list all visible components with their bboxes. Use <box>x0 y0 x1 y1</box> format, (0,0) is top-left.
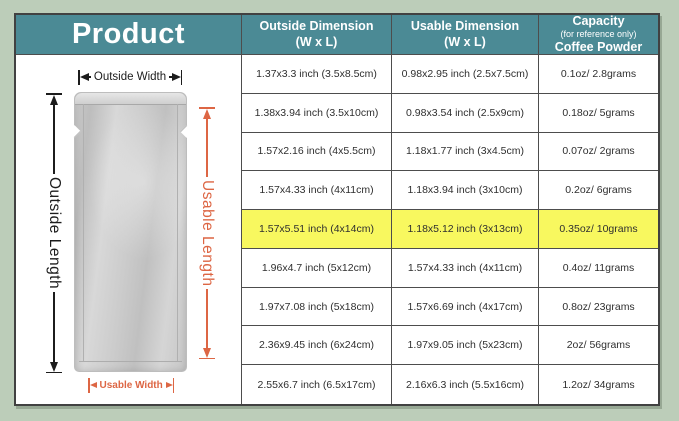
cell-capacity: 0.8oz/ 23grams <box>539 287 658 327</box>
cell-outside-dimension: 1.38x3.94 inch (3.5x10cm) <box>242 93 392 133</box>
header-line: Outside Dimension <box>259 19 374 34</box>
cell-usable-dimension: 1.18x5.12 inch (3x13cm) <box>392 210 539 249</box>
tear-notch <box>68 125 81 138</box>
bag-bottom-seal <box>79 361 182 362</box>
usable-length-dimension: Usable Length <box>194 107 220 359</box>
dimension-endbar <box>88 377 90 393</box>
cell-outside-dimension: 2.55x6.7 inch (6.5x17cm) <box>242 365 392 404</box>
dimension-table: Outside Dimension (W x L) Usable Dimensi… <box>242 13 658 404</box>
table-header-usable-dimension: Usable Dimension (W x L) <box>392 15 539 55</box>
usable-length-label: Usable Length <box>199 179 216 287</box>
product-bag-image <box>68 92 193 372</box>
cell-capacity: 0.35oz/ 10grams <box>539 210 658 249</box>
arrow-left-icon <box>79 73 89 81</box>
cell-usable-dimension: 1.97x9.05 inch (5x23cm) <box>392 326 539 366</box>
tear-notch <box>180 125 193 138</box>
dimension-line <box>53 292 55 362</box>
dimension-line <box>169 76 172 78</box>
product-title: Product <box>16 15 241 55</box>
cell-capacity: 0.2oz/ 6grams <box>539 171 658 211</box>
dimension-line <box>88 76 91 78</box>
cell-usable-dimension: 1.57x6.69 inch (4x17cm) <box>392 287 539 327</box>
arrow-down-icon <box>50 361 58 372</box>
dimension-endbar <box>46 93 62 95</box>
cell-outside-dimension: 1.96x4.7 inch (5x12cm) <box>242 248 392 288</box>
cell-usable-dimension: 0.98x3.54 inch (2.5x9cm) <box>392 93 539 133</box>
bag-dimension-diagram: Outside Width Outsid <box>16 55 241 404</box>
arrow-down-icon <box>203 347 211 358</box>
dimension-endbar <box>46 371 62 374</box>
cell-capacity: 0.18oz/ 5grams <box>539 93 658 133</box>
header-subline: (for reference only) <box>560 29 637 40</box>
outside-length-label: Outside Length <box>46 176 63 290</box>
arrow-up-icon <box>203 108 211 119</box>
arrow-right-icon <box>171 73 181 81</box>
usable-width-dimension: Usable Width <box>88 377 175 393</box>
bag-side-seal <box>177 104 178 362</box>
dimension-line <box>206 289 208 348</box>
cell-outside-dimension: 1.57x5.51 inch (4x14cm) <box>242 210 392 249</box>
table-header-outside-dimension: Outside Dimension (W x L) <box>242 15 392 55</box>
cell-outside-dimension: 2.36x9.45 inch (6x24cm) <box>242 326 392 366</box>
cell-capacity: 0.4oz/ 11grams <box>539 248 658 288</box>
cell-capacity: 0.07oz/ 2grams <box>539 132 658 172</box>
header-line: (W x L) <box>444 34 486 49</box>
usable-width-label: Usable Width <box>99 379 163 391</box>
cell-usable-dimension: 1.18x1.77 inch (3x4.5cm) <box>392 132 539 172</box>
dimension-endbar <box>78 69 80 85</box>
dimension-line <box>53 104 55 174</box>
cell-outside-dimension: 1.97x7.08 inch (5x18cm) <box>242 287 392 327</box>
dimension-endbar <box>199 107 215 109</box>
cell-usable-dimension: 1.57x4.33 inch (4x11cm) <box>392 248 539 288</box>
cell-capacity: 2oz/ 56grams <box>539 326 658 366</box>
cell-usable-dimension: 1.18x3.94 inch (3x10cm) <box>392 171 539 211</box>
cell-outside-dimension: 1.57x2.16 inch (4x5.5cm) <box>242 132 392 172</box>
table-header-capacity: Capacity (for reference only) Coffee Pow… <box>539 13 658 55</box>
cell-usable-dimension: 2.16x6.3 inch (5.5x16cm) <box>392 365 539 404</box>
cell-outside-dimension: 1.37x3.3 inch (3.5x8.5cm) <box>242 55 392 94</box>
product-column: Product Outside Width <box>16 15 242 404</box>
arrow-right-icon <box>165 382 173 388</box>
outside-width-dimension: Outside Width <box>78 69 183 85</box>
cell-outside-dimension: 1.57x4.33 inch (4x11cm) <box>242 171 392 211</box>
arrow-left-icon <box>89 382 97 388</box>
header-line: Coffee Powder <box>554 39 643 54</box>
dimension-line <box>206 118 208 177</box>
header-line: Usable Dimension <box>410 19 520 34</box>
bag-top-seal <box>75 93 186 105</box>
outside-width-label: Outside Width <box>93 71 167 83</box>
dimension-endbar <box>199 357 215 359</box>
cell-usable-dimension: 0.98x2.95 inch (2.5x7.5cm) <box>392 55 539 94</box>
main-panel: Product Outside Width <box>14 13 660 406</box>
dimension-endbar <box>172 377 175 393</box>
outside-length-dimension: Outside Length <box>41 93 67 374</box>
header-line: Capacity <box>572 13 625 28</box>
header-line: (W x L) <box>295 34 338 49</box>
cell-capacity: 1.2oz/ 34grams <box>539 365 658 404</box>
cell-capacity: 0.1oz/ 2.8grams <box>539 55 658 94</box>
dimension-endbar <box>180 69 183 85</box>
arrow-up-icon <box>50 94 58 105</box>
bag-side-seal <box>83 104 84 362</box>
